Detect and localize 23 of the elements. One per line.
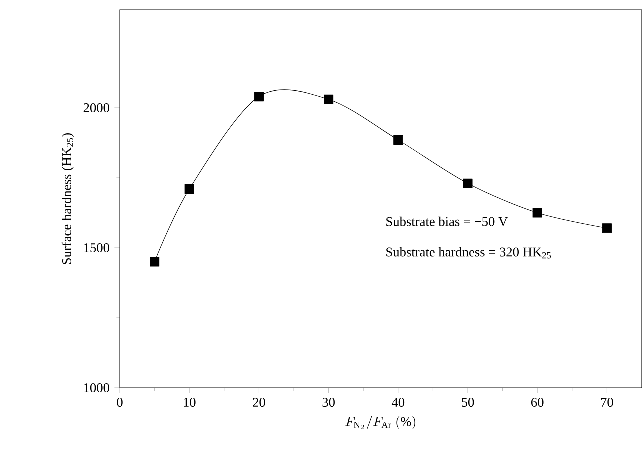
- x-tick-label: 50: [462, 398, 474, 408]
- x-tick-label: 30: [322, 398, 335, 408]
- point: [184, 184, 194, 194]
- point: [324, 94, 334, 104]
- point: [150, 257, 160, 267]
- y-tick-label: 2000: [84, 103, 110, 112]
- y-axis-title: Surface hardness (HK$_{25}$): [62, 134, 74, 264]
- x-tick-label: 20: [253, 398, 266, 408]
- point: [254, 92, 264, 102]
- x-axis-title: $F_{\mathrm{N}_2}/F_{\mathrm{Ar}}\ (\%)$: [346, 416, 416, 430]
- point: [394, 135, 404, 145]
- y-tick-label: 1000: [84, 383, 110, 392]
- point: [602, 224, 612, 234]
- x-tick-label: 10: [184, 398, 196, 408]
- y-tick-label: 1500: [84, 243, 110, 252]
- x-tick-label: 60: [531, 398, 544, 408]
- annotation: Substrate hardness = 320 HK$_{25}$: [386, 247, 552, 259]
- x-tick-label: 0: [117, 398, 123, 408]
- point: [532, 208, 542, 218]
- annotation: Substrate bias = −50 V: [386, 216, 508, 226]
- x-tick-label: 40: [392, 398, 405, 408]
- point: [463, 178, 473, 188]
- x-tick-label: 70: [601, 398, 614, 408]
